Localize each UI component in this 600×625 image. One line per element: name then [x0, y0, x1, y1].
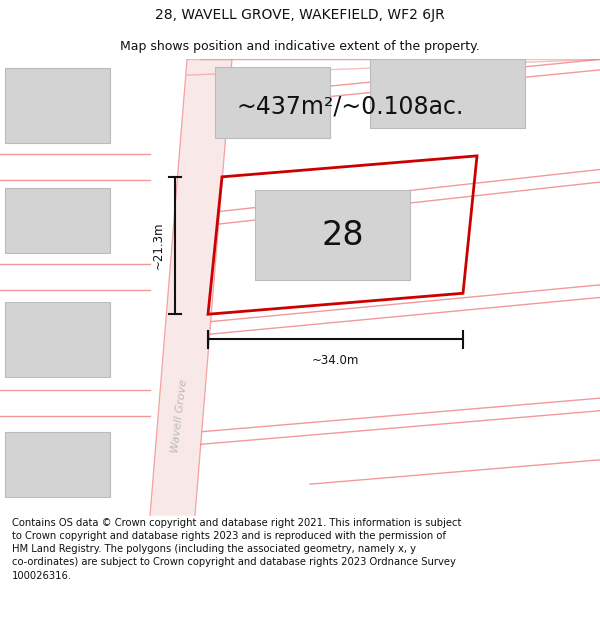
Text: 28: 28 [321, 219, 364, 251]
Text: 28, WAVELL GROVE, WAKEFIELD, WF2 6JR: 28, WAVELL GROVE, WAKEFIELD, WF2 6JR [155, 8, 445, 22]
Text: ~34.0m: ~34.0m [312, 354, 359, 367]
Bar [5, 68, 110, 143]
Text: ~437m²/~0.108ac.: ~437m²/~0.108ac. [236, 94, 464, 119]
Text: Contains OS data © Crown copyright and database right 2021. This information is : Contains OS data © Crown copyright and d… [12, 518, 461, 581]
Text: Wavell Grove: Wavell Grove [170, 379, 190, 453]
Bar [255, 191, 410, 279]
Polygon shape [150, 59, 232, 516]
Bar [215, 67, 330, 138]
Bar [5, 188, 110, 253]
Bar [5, 302, 110, 377]
Bar [5, 432, 110, 497]
Text: ~21.3m: ~21.3m [152, 222, 165, 269]
Bar [370, 59, 525, 127]
Text: Map shows position and indicative extent of the property.: Map shows position and indicative extent… [120, 40, 480, 52]
